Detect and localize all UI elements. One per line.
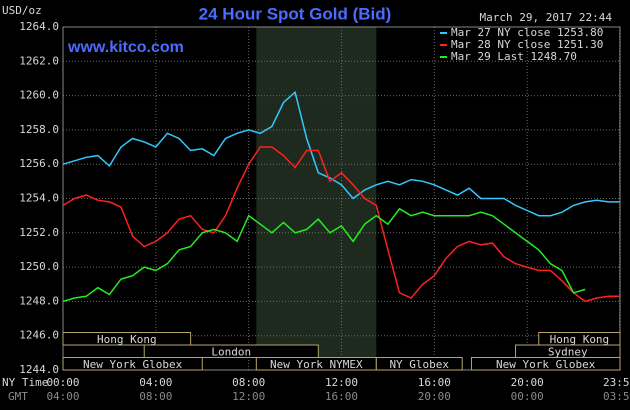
x-row-label: NY Time bbox=[2, 376, 48, 389]
session-bar bbox=[62, 357, 203, 371]
y-tick-label: 1248.0 bbox=[19, 294, 59, 307]
x-tick-label: 16:00 bbox=[418, 376, 451, 389]
y-tick-label: 1260.0 bbox=[19, 89, 59, 102]
y-unit: USD/oz bbox=[2, 4, 42, 17]
y-tick-label: 1246.0 bbox=[19, 329, 59, 342]
x-tick-label: 00:00 bbox=[46, 376, 79, 389]
session-shade bbox=[256, 27, 377, 370]
y-tick-label: 1252.0 bbox=[19, 226, 59, 239]
session-label: London bbox=[211, 345, 251, 358]
x2-tick-label: 04:00 bbox=[46, 390, 79, 403]
y-tick-label: 1250.0 bbox=[19, 260, 59, 273]
x2-tick-label: 08:00 bbox=[139, 390, 172, 403]
y-tick-label: 1264.0 bbox=[19, 20, 59, 33]
session-bar bbox=[62, 332, 192, 346]
y-tick-label: 1256.0 bbox=[19, 157, 59, 170]
y-tick-label: 1258.0 bbox=[19, 123, 59, 136]
series-line bbox=[62, 90, 620, 217]
session-label: Sydney bbox=[548, 345, 588, 358]
series-line bbox=[62, 146, 620, 303]
x2-tick-label: 16:00 bbox=[325, 390, 358, 403]
series-line bbox=[62, 207, 586, 303]
session-label: Hong Kong bbox=[97, 333, 157, 346]
session-label: Hong Kong bbox=[550, 333, 610, 346]
session-label: NY Globex bbox=[389, 358, 449, 371]
x2-tick-label: 00:00 bbox=[511, 390, 544, 403]
session-bar bbox=[470, 357, 621, 371]
session-label: New York Globex bbox=[496, 358, 596, 371]
x2-row-label: GMT bbox=[8, 390, 28, 403]
y-tick-label: 1244.0 bbox=[19, 363, 59, 376]
x2-tick-label: 20:00 bbox=[418, 390, 451, 403]
timestamp: March 29, 2017 22:44 bbox=[480, 11, 613, 24]
legend-label: Mar 27 NY close 1253.80 bbox=[451, 26, 603, 39]
y-tick-label: 1254.0 bbox=[19, 192, 59, 205]
subtitle: www.kitco.com bbox=[67, 39, 184, 56]
x-tick-label: 23:59 bbox=[603, 376, 630, 389]
session-bar bbox=[375, 357, 463, 371]
session-label: New York NYMEX bbox=[270, 358, 363, 371]
x2-tick-label: 12:00 bbox=[232, 390, 265, 403]
x-tick-label: 12:00 bbox=[325, 376, 358, 389]
session-label: New York Globex bbox=[83, 358, 183, 371]
x2-tick-label: 03:59 bbox=[603, 390, 630, 403]
x-tick-label: 04:00 bbox=[139, 376, 172, 389]
session-bar bbox=[143, 344, 319, 358]
chart-title: 24 Hour Spot Gold (Bid) bbox=[199, 4, 392, 23]
x-tick-label: 08:00 bbox=[232, 376, 265, 389]
x-tick-label: 20:00 bbox=[511, 376, 544, 389]
y-tick-label: 1262.0 bbox=[19, 54, 59, 67]
legend-label: Mar 28 NY close 1251.30 bbox=[451, 38, 603, 51]
legend-label: Mar 29 Last 1248.70 bbox=[451, 50, 577, 63]
